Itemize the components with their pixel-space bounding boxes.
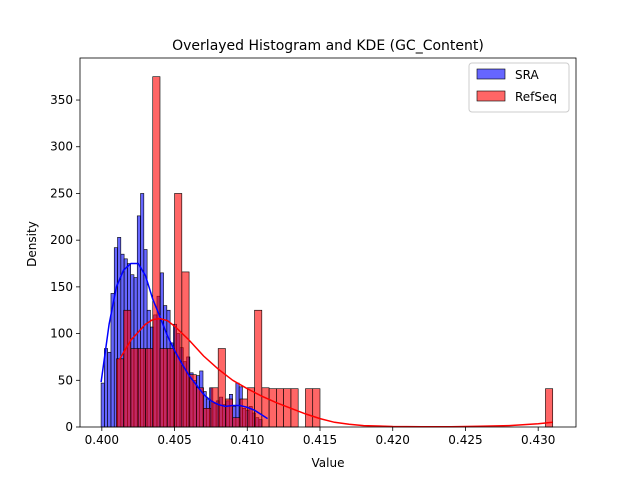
legend: SRA RefSeq [468,62,570,113]
bar-refseq-21 [268,388,277,428]
bar-refseq-4 [145,348,154,428]
legend-swatch-sra [476,68,506,80]
bar-refseq-9 [181,271,190,428]
y-tick-label-0: 0 [65,420,73,434]
bar-refseq-26 [305,388,314,428]
bar-refseq-13 [210,387,219,428]
bar-refseq-6 [159,348,168,428]
bar-refseq-22 [276,388,284,428]
bar-refseq-12 [203,408,212,428]
bar-refseq-1 [123,309,132,428]
x-tick-label-4: 0.420 [376,433,410,447]
x-tick-label-6: 0.430 [521,433,555,447]
bar-sra-0 [100,382,105,428]
chart-title: Overlayed Histogram and KDE (GC_Content) [172,38,484,54]
bar-refseq-7 [166,348,175,428]
y-tick-label-5: 250 [50,186,73,200]
y-tick-label-1: 50 [58,373,73,387]
bar-refseq-5 [152,76,161,428]
y-tick-label-4: 200 [50,233,73,247]
x-tick-label-0: 0.400 [85,433,119,447]
legend-label-refseq: RefSeq [515,90,557,104]
legend-swatch-refseq [476,90,506,102]
bars-layer [100,76,554,428]
bar-refseq-24 [290,388,299,428]
y-tick-label-2: 100 [50,327,73,341]
bar-refseq-16 [232,417,241,428]
x-tick-label-5: 0.425 [448,433,482,447]
bar-refseq-14 [217,348,226,428]
y-tick-label-6: 300 [50,140,73,154]
bar-refseq-0 [116,358,124,428]
y-axis-label: Density [25,221,39,267]
bar-refseq-17 [239,398,248,428]
kde-line-sra [100,262,269,420]
bar-refseq-8 [174,193,183,428]
x-tick-label-1: 0.405 [157,433,191,447]
x-tick-label-3: 0.415 [303,433,337,447]
bar-refseq-3 [137,348,146,428]
bar-sra-2 [107,351,112,428]
axes-layer: 0.400 0.405 0.410 0.415 0.420 0.425 0.430 0 50 10… [50,57,577,447]
bar-refseq-59 [545,388,554,428]
bar-refseq-20 [261,387,270,428]
plot-frame [79,57,577,428]
bar-refseq-2 [130,348,139,428]
x-axis-label: Value [312,456,345,470]
y-tick-label-3: 150 [50,280,73,294]
bar-refseq-19 [254,309,263,428]
bar-refseq-15 [225,398,234,428]
legend-label-sra: SRA [515,68,539,82]
x-tick-label-2: 0.410 [230,433,264,447]
bar-refseq-27 [312,388,321,428]
y-tick-label-7: 350 [50,93,73,107]
